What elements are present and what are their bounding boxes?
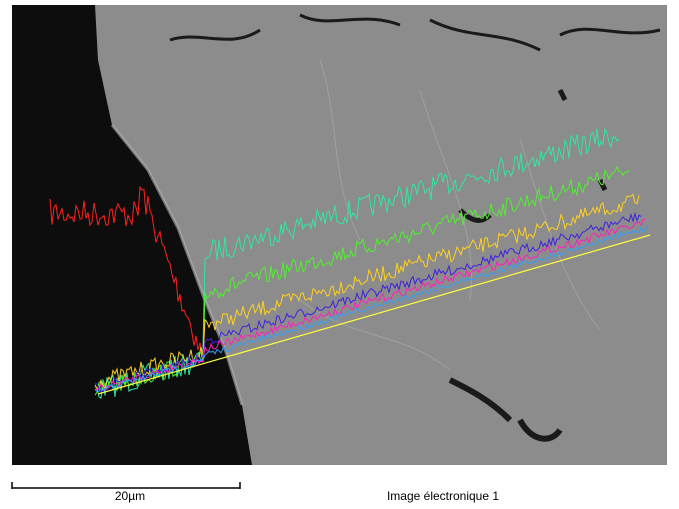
edge-highlight [110, 124, 244, 406]
pore [169, 13, 661, 52]
trace [49, 185, 205, 359]
trace [94, 193, 640, 390]
trace [94, 226, 648, 393]
scale-label: 20µm [115, 489, 145, 503]
line-scan-traces [49, 127, 648, 400]
caption: Image électronique 1 [387, 489, 499, 503]
boundary [299, 59, 601, 371]
scan-line [97, 234, 651, 395]
trace [94, 218, 646, 392]
dark-region [12, 5, 252, 465]
grain-boundaries [299, 59, 601, 371]
pore [448, 377, 563, 442]
